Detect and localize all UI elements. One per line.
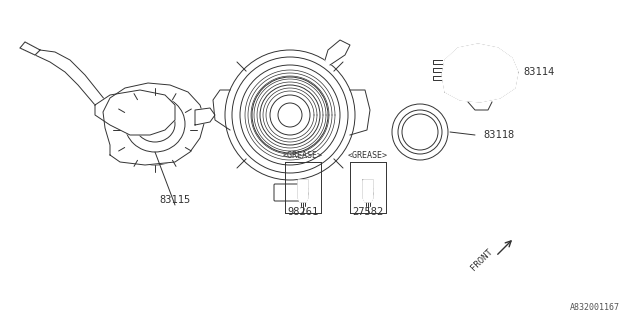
Polygon shape	[103, 83, 205, 165]
Polygon shape	[442, 44, 518, 102]
Polygon shape	[95, 90, 175, 135]
Polygon shape	[195, 108, 215, 125]
Polygon shape	[363, 180, 373, 202]
Text: A832001167: A832001167	[570, 303, 620, 312]
Polygon shape	[325, 40, 350, 65]
Polygon shape	[20, 42, 40, 55]
Text: 83115: 83115	[159, 195, 191, 205]
Text: NS: NS	[362, 188, 374, 198]
Text: <GREASE>: <GREASE>	[348, 151, 388, 160]
Text: <GREASE>: <GREASE>	[283, 151, 323, 160]
Text: 83118: 83118	[483, 130, 515, 140]
Polygon shape	[298, 180, 308, 202]
Text: 27582: 27582	[353, 207, 383, 217]
Text: 98261: 98261	[287, 207, 319, 217]
Text: NS: NS	[297, 188, 309, 198]
Text: 83114: 83114	[523, 67, 554, 77]
Text: FRONT: FRONT	[469, 247, 495, 273]
